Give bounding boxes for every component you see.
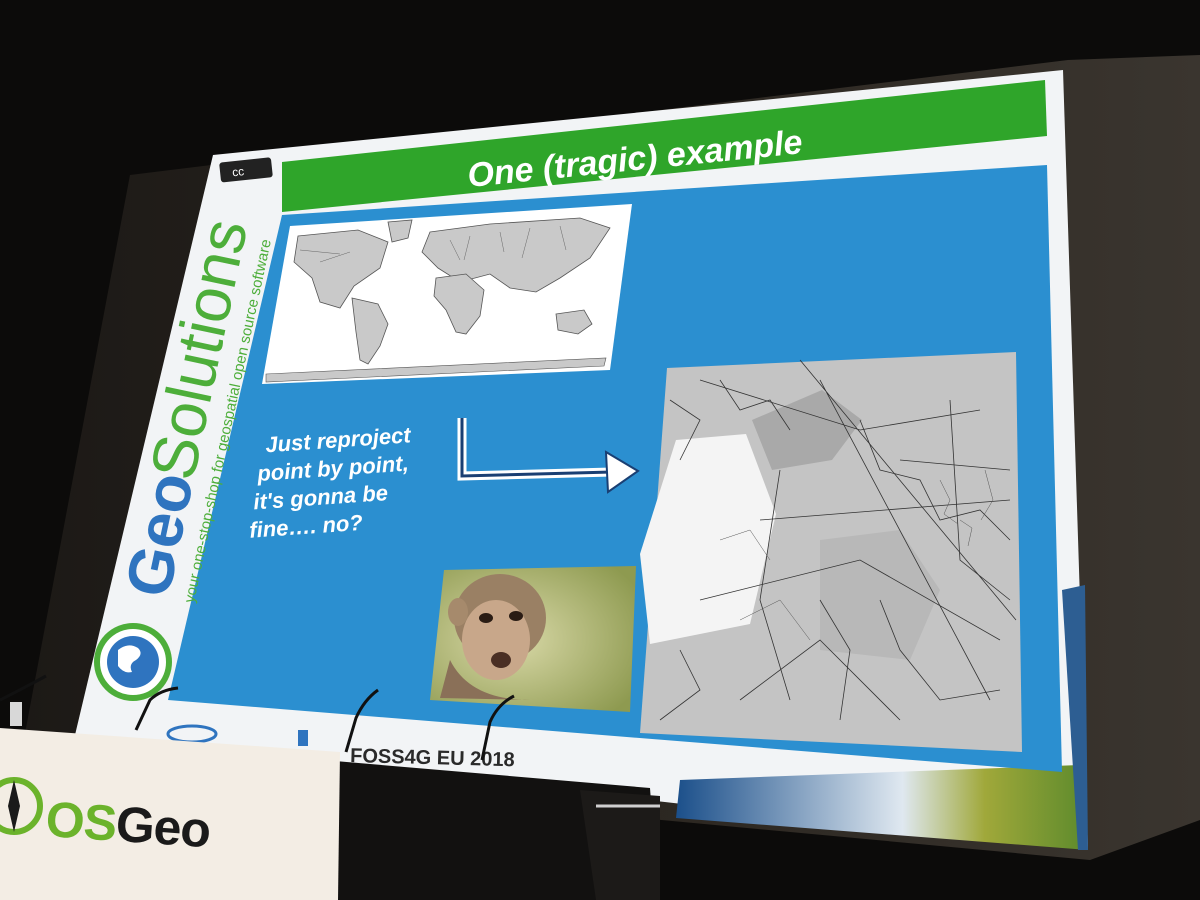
world-map-original — [262, 204, 632, 384]
microphones — [0, 674, 515, 761]
logo-geo: Geo — [114, 795, 213, 859]
svg-text:cc: cc — [231, 164, 244, 179]
cc-license-badge: cc — [219, 157, 273, 183]
compass-icon — [0, 777, 43, 835]
monkey-photo — [430, 566, 636, 712]
earth-decoration — [676, 765, 1088, 850]
logo-os: OS — [44, 790, 119, 852]
world-map-reprojected-broken — [640, 352, 1022, 752]
slide-title-bar — [282, 80, 1047, 212]
osgeo-logo-text: OSGeo — [44, 790, 212, 859]
globe-icon — [94, 623, 172, 701]
osgeo-banner — [0, 728, 340, 900]
bent-arrow-right-icon — [457, 418, 640, 494]
podium — [300, 758, 658, 900]
